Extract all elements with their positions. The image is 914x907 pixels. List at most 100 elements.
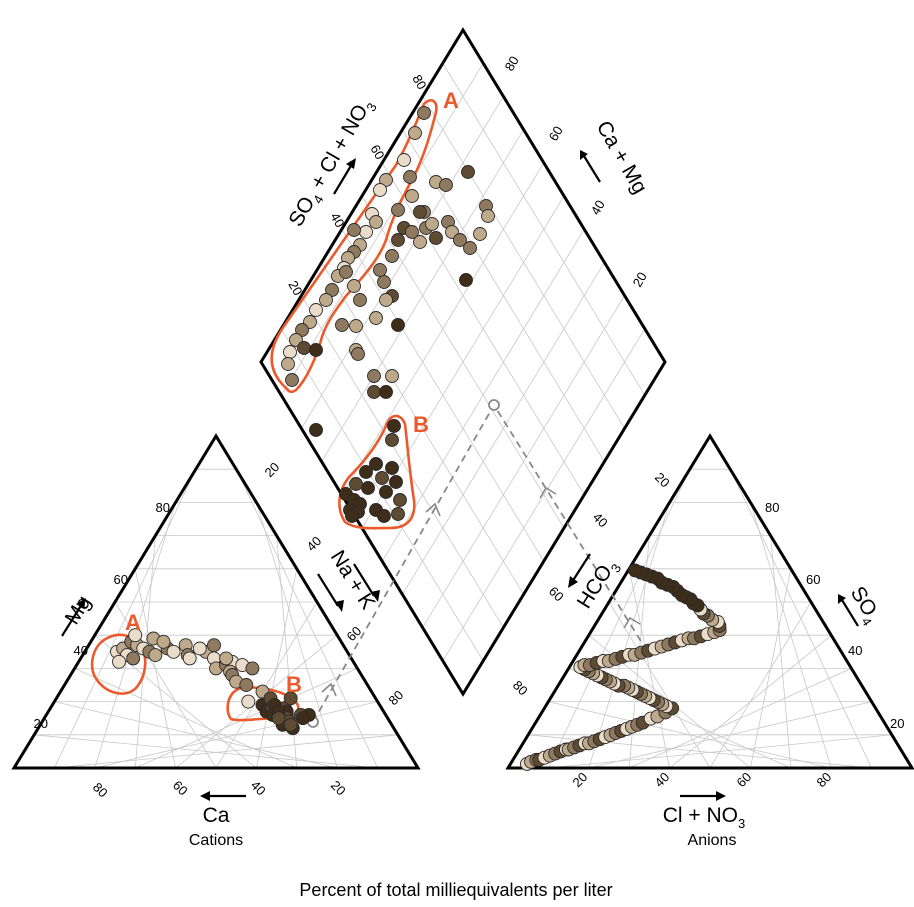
diamond-grid-b [422,295,625,628]
cation-point [112,654,126,669]
anion-so4-arrow [841,599,859,627]
diamond-point [377,509,391,523]
diamond-left-tick-20: 20 [285,278,305,298]
cation-mg-arrowhead [76,598,86,609]
cation-ca-tick-40: 40 [248,778,269,799]
path-arrow-2 [425,502,441,517]
diamond-point [349,477,363,491]
anion-cl-tick-20: 20 [570,769,591,790]
diamond-right-arrowhead [580,150,588,160]
diamond-point [385,433,399,447]
anion-hco3-arrowhead [568,576,578,588]
cation-mg-tick-40: 40 [74,643,88,658]
cation-grid-b [256,568,298,769]
cation-grid-a [54,701,338,769]
diamond-point [397,153,411,167]
cation-point [239,678,254,692]
anions-caption: Anions [688,832,737,849]
diamond-point [391,318,405,332]
path-arrow-4 [623,616,641,629]
diamond-point [413,235,427,249]
diamond-grid-a [381,162,585,496]
diamond-point [387,419,401,433]
diamond-point [379,293,393,307]
diamond-point [379,385,393,399]
anion-grid-b [750,502,832,769]
diamond-point [361,481,375,495]
group-b-label-cation: B [286,672,302,697]
diamond-point [463,241,477,255]
diamond-point [379,485,393,499]
cation-point [207,638,221,653]
diamond-left-arrow [333,163,353,195]
diamond-point [453,233,467,247]
diamond-point [367,385,381,399]
diamond-point [345,509,359,523]
cation-nak-arrowhead [335,600,344,612]
anion-cl-tick-40: 40 [652,769,673,790]
diamond-point [281,357,295,371]
diamond-left-tick-80: 80 [409,72,429,92]
diamond-point [347,279,361,293]
anion-grid-b [750,568,792,769]
diamond-point [425,217,439,231]
cation-point [295,711,310,726]
cation-ca-tick-80: 80 [90,780,111,801]
group-b-label-diamond: B [413,412,429,437]
path-mid-marker [488,399,500,411]
cation-mg-tick-60: 60 [114,572,128,587]
cation-point [283,691,298,706]
anion-hco3-tick-60: 60 [546,584,567,605]
anion-grid-b [729,469,872,769]
diamond-point [359,465,373,479]
anion-hco3-tick-40: 40 [590,510,611,531]
diamond-point [473,227,487,241]
diamond-point [391,203,405,217]
diamond-grid-b [442,328,646,662]
anion-hco3-label: HCO3 [573,561,624,613]
anion-hco3-arrow [571,553,591,583]
diamond-point [309,343,323,357]
diamond-point [417,106,431,120]
diamond-point [351,347,365,361]
cation-grid-b [235,469,378,769]
anion-so4-tick-80: 80 [765,500,779,515]
diamond-right-arrow [583,155,601,183]
cation-grid-b [256,502,338,769]
anion-clno3-label: Cl + NO3 [663,804,746,831]
diamond-right-tick-60: 60 [546,123,566,143]
cation-point [166,644,181,659]
diamond-point [439,178,453,192]
cation-nak-tick-60: 60 [344,623,365,644]
diamond-grid-b [381,228,585,562]
diamond-left-arrowhead [346,158,356,169]
diamond-right-tick-40: 40 [588,197,608,217]
diamond-point [309,303,323,317]
diamond-grid-b [402,262,605,595]
diamond-point [367,369,381,383]
path-arrow-1 [321,682,337,697]
diamond-point [347,223,361,237]
group-a-label-diamond: A [443,88,459,113]
diamond-point [369,457,383,471]
diamond-point [385,369,399,383]
cation-mg-tick-20: 20 [34,716,48,731]
cations-caption: Cations [189,832,243,849]
diamond-point [413,205,427,219]
cation-grid-b [215,601,318,769]
path-arrow-3 [539,486,557,499]
diamond-grid-a [422,96,625,429]
cation-point [126,651,141,666]
cation-nak-tick-40: 40 [304,533,325,554]
sample-points [110,106,727,771]
diamond-point [297,341,311,355]
diamond-right-label: Ca + Mg [592,117,652,198]
diamond-grid-a [442,62,646,396]
cation-ca-tick-60: 60 [170,778,191,799]
cation-point [148,648,163,663]
diamond-point [335,318,349,332]
cation-point [219,651,234,666]
diamond-point [408,126,422,140]
cation-mg-tick-80: 80 [156,500,170,515]
